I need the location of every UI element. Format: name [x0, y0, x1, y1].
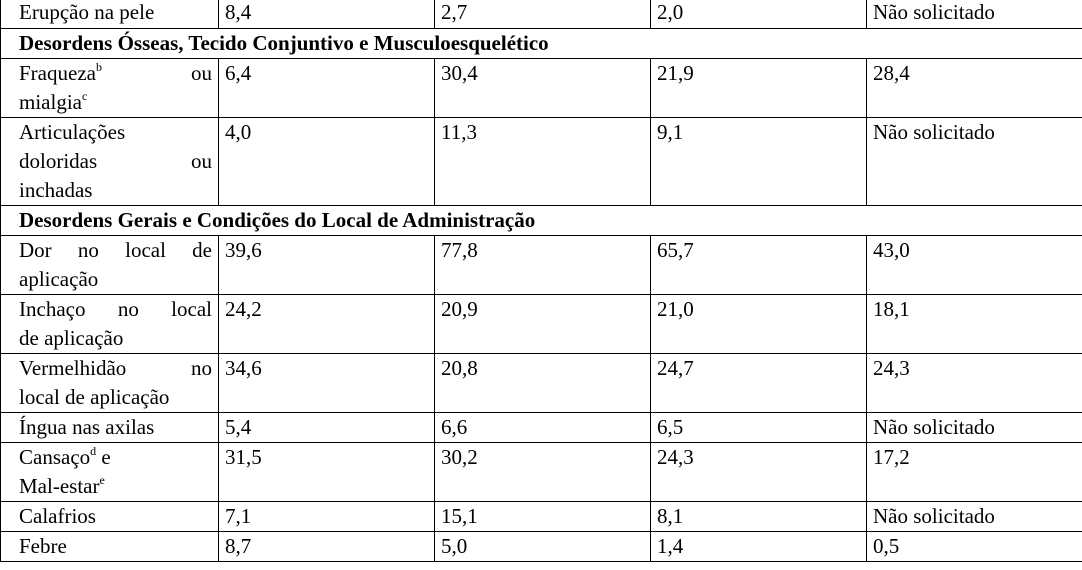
section-row: Desordens Gerais e Condições do Local de… — [0, 205, 1082, 236]
cell-value: 43,0 — [866, 235, 1082, 295]
row-label-word: ou — [191, 149, 212, 173]
row-label-word: Vermelhidão — [19, 356, 127, 380]
cell-value: Não solicitado — [866, 412, 1082, 443]
cell-value: 6,4 — [218, 58, 435, 118]
row-label-line: Mal-estare — [19, 472, 212, 501]
footnote-marker: b — [95, 60, 102, 74]
row-label-word: doloridas — [19, 149, 98, 173]
row-label-line: aplicação — [19, 267, 99, 291]
row-label-line: Dor no local de — [19, 238, 212, 262]
table-row: Calafrios 7,1 15,1 8,1 Não solicitado — [0, 501, 1082, 532]
cell-value: 77,8 — [434, 235, 651, 295]
cell-value: 5,0 — [434, 531, 651, 562]
cell-value: 7,1 — [218, 501, 435, 532]
cell-value: Não solicitado — [866, 117, 1082, 206]
cell-value: 21,9 — [650, 58, 867, 118]
footnote-marker: c — [81, 89, 88, 103]
table-row: Íngua nas axilas 5,4 6,6 6,5 Não solicit… — [0, 412, 1082, 443]
table-row: Dor no local de aplicação 39,6 77,8 65,7… — [0, 235, 1082, 295]
cell-value: 30,4 — [434, 58, 651, 118]
cell-value: 0,5 — [866, 531, 1082, 562]
table-row: Vermelhidão no local de aplicação 34,6 2… — [0, 353, 1082, 413]
table-row: Articulações doloridas ou inchadas 4,0 1… — [0, 117, 1082, 206]
cell-value: 4,0 — [218, 117, 435, 206]
cell-value: 1,4 — [650, 531, 867, 562]
label-text: e — [96, 445, 111, 469]
row-label-line: Fraquezab ou — [19, 59, 212, 88]
cell-value: 21,0 — [650, 294, 867, 354]
footnote-marker: d — [90, 444, 97, 458]
cell-value: 2,7 — [434, 0, 651, 29]
label-text: Mal-estar — [19, 474, 100, 498]
row-label: Dor no local de aplicação — [0, 235, 219, 295]
table-row: Fraquezab ou mialgiac 6,4 30,4 21,9 28,4 — [0, 58, 1082, 118]
table-row: Inchaço no local de aplicação 24,2 20,9 … — [0, 294, 1082, 354]
row-label: Inchaço no local de aplicação — [0, 294, 219, 354]
row-label: Articulações doloridas ou inchadas — [0, 117, 219, 206]
row-label-line: mialgiac — [19, 88, 212, 117]
cell-value: 31,5 — [218, 442, 435, 502]
label-text: mialgia — [19, 90, 82, 114]
section-heading: Desordens Ósseas, Tecido Conjuntivo e Mu… — [0, 28, 1082, 59]
table-row: Cansaçod e Mal-estare 31,5 30,2 24,3 17,… — [0, 442, 1082, 502]
section-row: Desordens Ósseas, Tecido Conjuntivo e Mu… — [0, 28, 1082, 59]
label-text: Fraqueza — [19, 61, 96, 85]
row-label: Íngua nas axilas — [0, 412, 219, 443]
cell-value: 24,3 — [650, 442, 867, 502]
cell-value: 20,9 — [434, 294, 651, 354]
table-row: Erupção na pele 8,4 2,7 2,0 Não solicita… — [0, 0, 1082, 29]
row-label-line: local de aplicação — [19, 385, 170, 409]
cell-value: 28,4 — [866, 58, 1082, 118]
cell-value: 24,2 — [218, 294, 435, 354]
cell-value: 9,1 — [650, 117, 867, 206]
cell-value: 6,6 — [434, 412, 651, 443]
section-heading: Desordens Gerais e Condições do Local de… — [0, 205, 1082, 236]
row-label: Cansaçod e Mal-estare — [0, 442, 219, 502]
row-label-line: Cansaçod e — [19, 443, 212, 472]
cell-value: 8,7 — [218, 531, 435, 562]
cell-value: 34,6 — [218, 353, 435, 413]
row-label: Fraquezab ou mialgiac — [0, 58, 219, 118]
cell-value: 15,1 — [434, 501, 651, 532]
label-text: Cansaço — [19, 445, 91, 469]
cell-value: 65,7 — [650, 235, 867, 295]
footnote-marker: e — [99, 473, 105, 487]
cell-value: 20,8 — [434, 353, 651, 413]
cell-value: Não solicitado — [866, 501, 1082, 532]
cell-value: 17,2 — [866, 442, 1082, 502]
row-label: Febre — [0, 531, 219, 562]
cell-value: 8,4 — [218, 0, 435, 29]
row-label: Vermelhidão no local de aplicação — [0, 353, 219, 413]
row-label-line: doloridas ou — [19, 147, 212, 176]
row-label-word: ou — [191, 61, 212, 85]
row-label-line: Articulações — [19, 120, 126, 144]
row-label-word: no — [191, 356, 212, 380]
cell-value: 8,1 — [650, 501, 867, 532]
row-label: Calafrios — [0, 501, 219, 532]
cell-value: Não solicitado — [866, 0, 1082, 29]
cell-value: 6,5 — [650, 412, 867, 443]
row-label-line: Inchaço no local — [19, 297, 212, 321]
cell-value: 24,3 — [866, 353, 1082, 413]
row-label-line: inchadas — [19, 178, 93, 202]
cell-value: 39,6 — [218, 235, 435, 295]
cell-value: 11,3 — [434, 117, 651, 206]
cell-value: 24,7 — [650, 353, 867, 413]
row-label-word: Fraquezab — [19, 59, 102, 88]
row-label-line: Vermelhidão no — [19, 354, 212, 383]
cell-value: 30,2 — [434, 442, 651, 502]
row-label: Erupção na pele — [0, 0, 219, 29]
cell-value: 18,1 — [866, 294, 1082, 354]
cell-value: 5,4 — [218, 412, 435, 443]
row-label-line: de aplicação — [19, 326, 124, 350]
table-row: Febre 8,7 5,0 1,4 0,5 — [0, 531, 1082, 562]
cell-value: 2,0 — [650, 0, 867, 29]
